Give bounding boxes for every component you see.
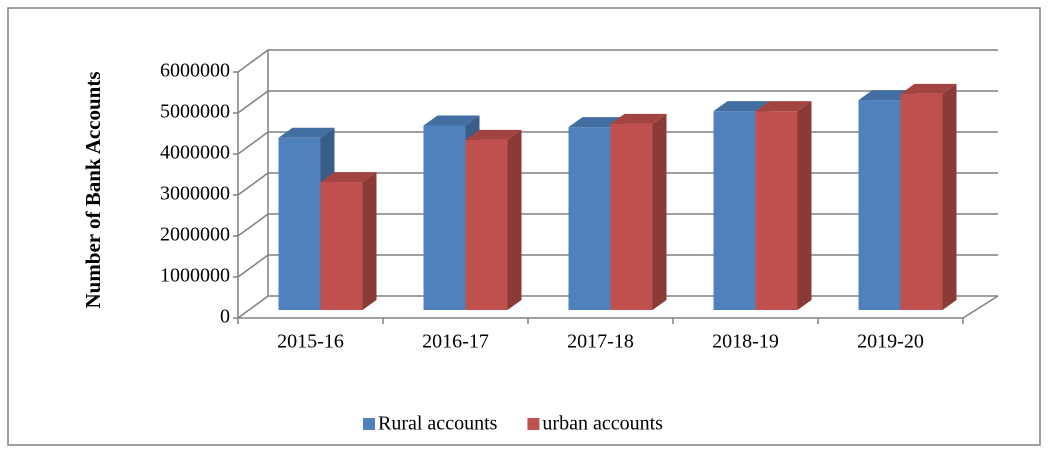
bar-front bbox=[858, 100, 901, 310]
y-tick-label: 3000000 bbox=[160, 183, 230, 205]
bar-top bbox=[755, 101, 812, 112]
bar-top bbox=[713, 101, 770, 112]
x-tick-label: 2016-17 bbox=[422, 331, 489, 353]
bar-top bbox=[423, 115, 480, 126]
bar-side bbox=[942, 83, 957, 311]
bar-front bbox=[610, 123, 653, 310]
y-tick-label: 2000000 bbox=[160, 224, 230, 246]
x-tick-label: 2015-16 bbox=[277, 331, 344, 353]
bar-front bbox=[755, 111, 798, 311]
y-axis-title: Number of Bank Accounts bbox=[81, 71, 105, 308]
bar-side bbox=[507, 129, 522, 310]
legend-swatch bbox=[527, 418, 540, 430]
bar bbox=[755, 101, 812, 311]
bar-front bbox=[278, 137, 321, 310]
bar-front bbox=[320, 182, 363, 310]
bar bbox=[320, 172, 377, 310]
bar-top bbox=[900, 83, 957, 94]
bar-top bbox=[320, 172, 377, 183]
bar-side bbox=[797, 101, 812, 311]
legend-label: Rural accounts bbox=[378, 413, 498, 435]
bar-side bbox=[652, 113, 667, 310]
bar-side bbox=[362, 172, 377, 310]
x-tick-label: 2017-18 bbox=[567, 331, 634, 353]
y-tick-label: 4000000 bbox=[160, 142, 230, 164]
y-tick-label: 6000000 bbox=[160, 60, 230, 82]
bar-front bbox=[900, 93, 943, 311]
x-tick-label: 2018-19 bbox=[712, 331, 779, 353]
bar-top bbox=[465, 129, 522, 140]
y-tick-label: 1000000 bbox=[160, 265, 230, 287]
legend-swatch bbox=[363, 418, 375, 430]
legend-label: urban accounts bbox=[542, 413, 663, 435]
bar-top bbox=[610, 113, 667, 124]
bar-front bbox=[423, 125, 466, 310]
bar bbox=[610, 113, 667, 310]
bar-top bbox=[278, 127, 335, 138]
bar bbox=[900, 83, 957, 311]
bar-front bbox=[465, 139, 508, 310]
bar-front bbox=[568, 127, 611, 310]
x-tick-label: 2019-20 bbox=[857, 331, 924, 353]
bar-front bbox=[713, 111, 756, 311]
bar bbox=[465, 129, 522, 310]
y-tick-label: 0 bbox=[220, 306, 230, 328]
y-tick-label: 5000000 bbox=[160, 101, 230, 123]
